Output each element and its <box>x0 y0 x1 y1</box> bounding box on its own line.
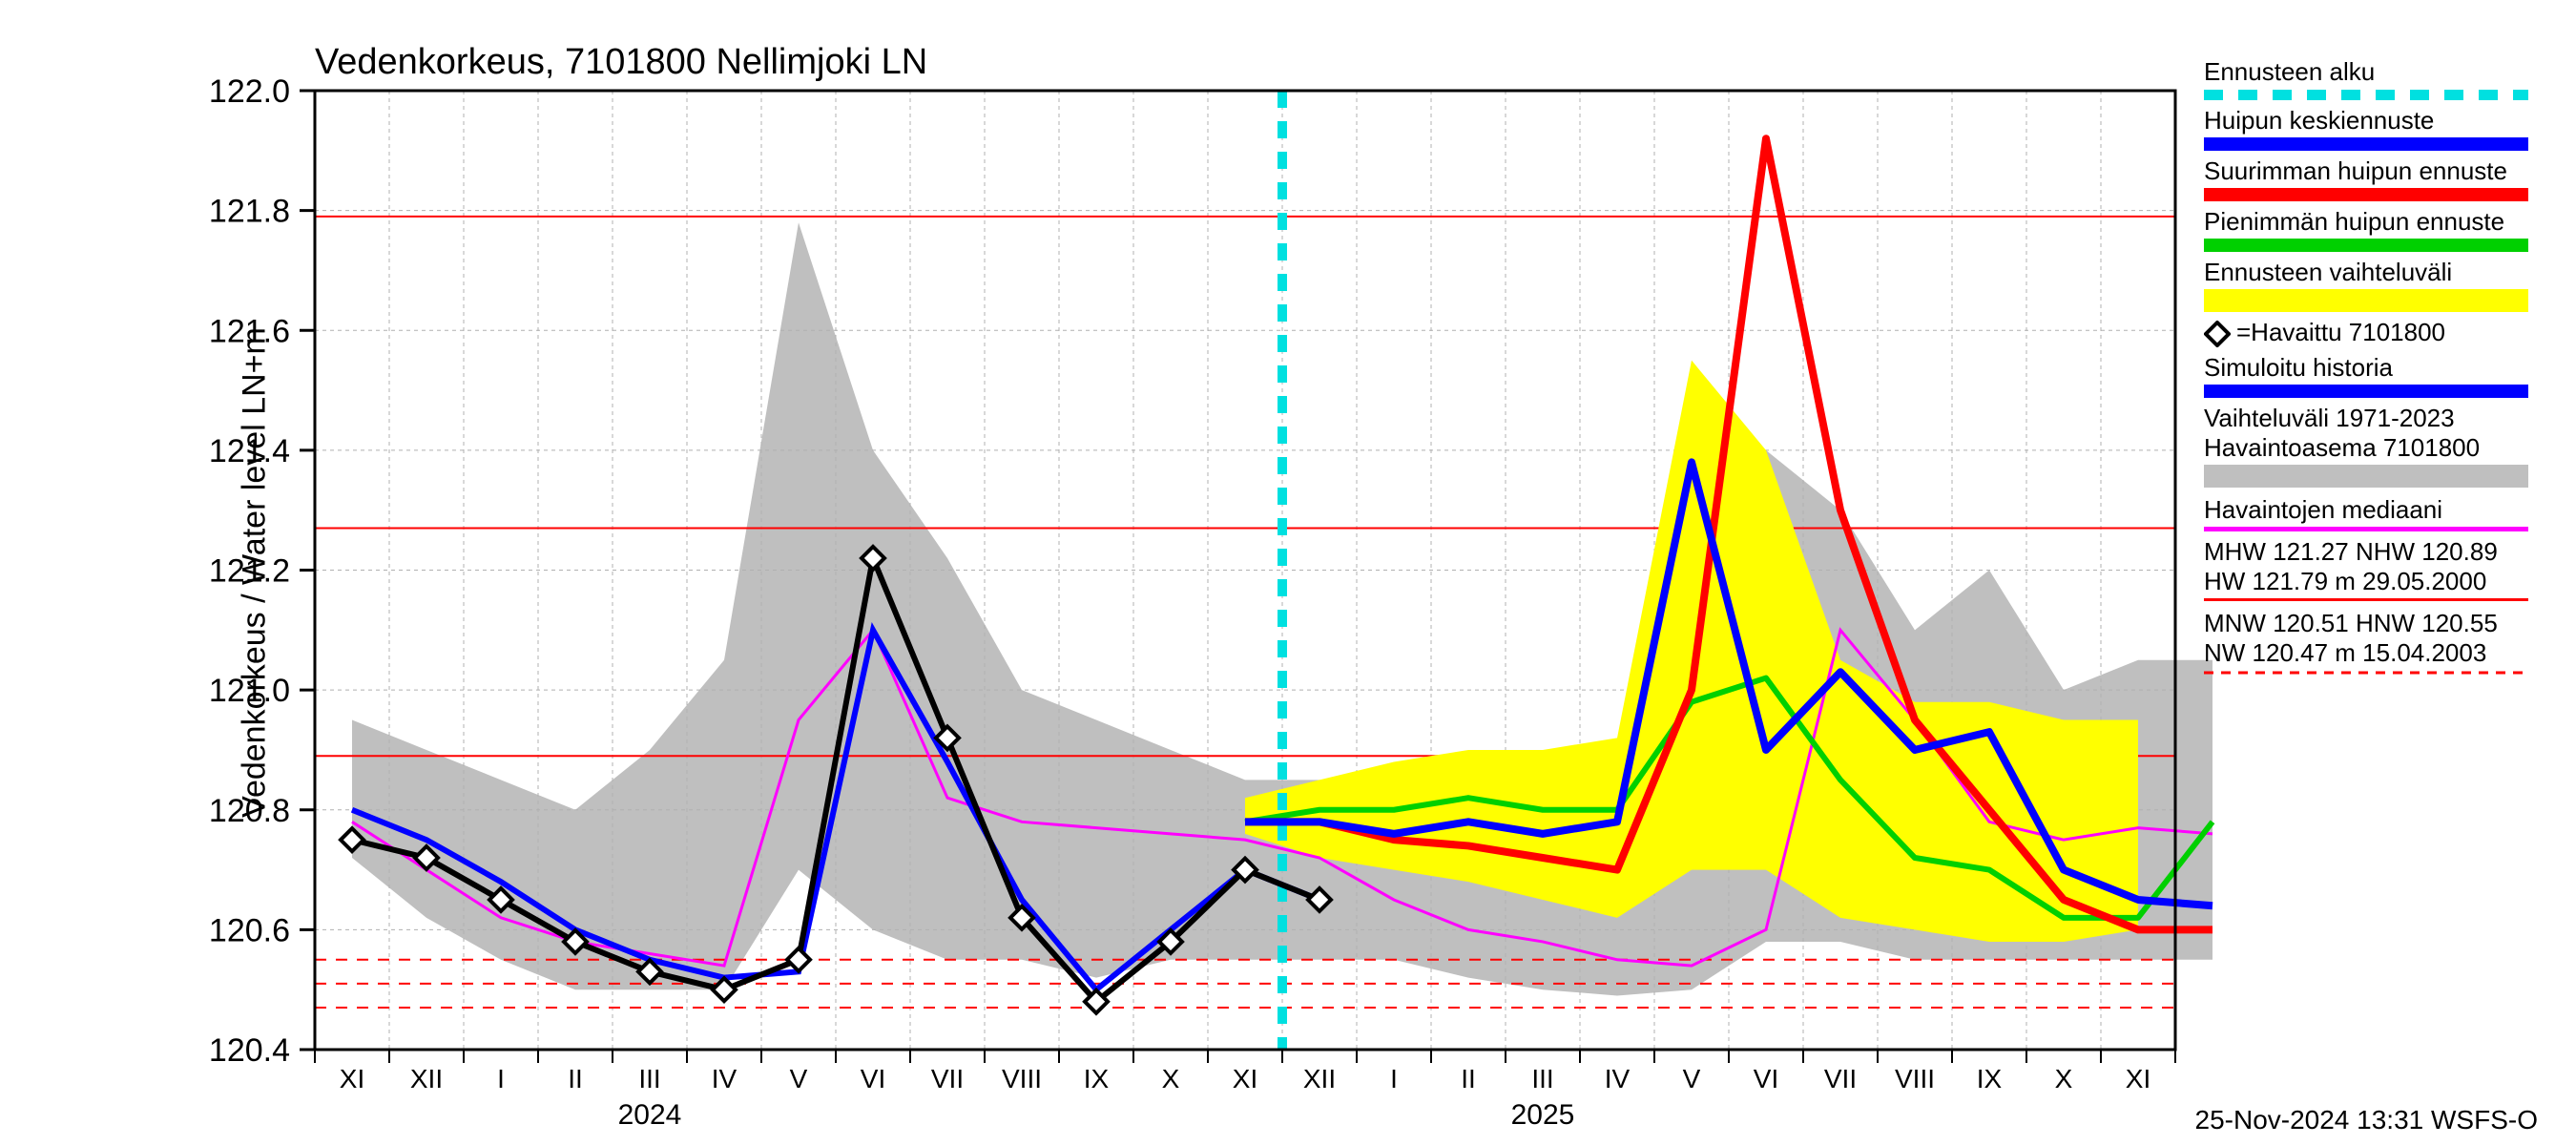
legend-label: Suurimman huipun ennuste <box>2204 156 2557 186</box>
chart-svg: 120.4120.6120.8121.0121.2121.4121.6121.8… <box>0 0 2576 1145</box>
svg-text:II: II <box>568 1064 583 1093</box>
legend-swatch-ennusteen-alku <box>2204 89 2528 100</box>
legend-simuloitu: Simuloitu historia <box>2204 353 2557 398</box>
legend-suurin-huippu: Suurimman huipun ennuste <box>2204 156 2557 201</box>
legend-label: MNW 120.51 HNW 120.55 <box>2204 609 2557 638</box>
legend-label: NW 120.47 m 15.04.2003 <box>2204 638 2557 668</box>
svg-text:V: V <box>790 1064 808 1093</box>
legend-label: Ennusteen alku <box>2204 57 2557 87</box>
svg-text:X: X <box>2055 1064 2073 1093</box>
legend: Ennusteen alku Huipun keskiennuste Suuri… <box>2204 57 2557 689</box>
legend-swatch-refline-solid <box>2204 598 2528 601</box>
diamond-icon <box>2204 321 2231 347</box>
y-axis-label: Vedenkorkeus / Water level LN+m <box>236 327 273 818</box>
svg-text:2025: 2025 <box>1511 1099 1575 1131</box>
svg-text:XII: XII <box>1303 1064 1336 1093</box>
legend-ennusteen-vaihteluvali: Ennusteen vaihteluväli <box>2204 258 2557 312</box>
legend-stats-lo: MNW 120.51 HNW 120.55 NW 120.47 m 15.04.… <box>2204 609 2557 681</box>
svg-text:XI: XI <box>340 1064 364 1093</box>
legend-label: Vaihteluväli 1971-2023 <box>2204 404 2557 433</box>
legend-stats-hi: MHW 121.27 NHW 120.89 HW 121.79 m 29.05.… <box>2204 537 2557 601</box>
legend-label: =Havaittu 7101800 <box>2236 318 2445 346</box>
svg-text:VIII: VIII <box>1002 1064 1042 1093</box>
svg-text:IX: IX <box>1977 1064 2003 1093</box>
legend-label: Pienimmän huipun ennuste <box>2204 207 2557 237</box>
svg-text:120.4: 120.4 <box>209 1032 290 1069</box>
svg-text:III: III <box>638 1064 660 1093</box>
legend-swatch-refline-dashed <box>2204 670 2528 681</box>
svg-text:IV: IV <box>1605 1064 1631 1093</box>
legend-label: HW 121.79 m 29.05.2000 <box>2204 567 2557 596</box>
chart-frame: 120.4120.6120.8121.0121.2121.4121.6121.8… <box>0 0 2576 1145</box>
svg-text:VII: VII <box>931 1064 964 1093</box>
legend-swatch-red <box>2204 188 2528 201</box>
svg-text:XI: XI <box>2126 1064 2150 1093</box>
legend-huipun-keski: Huipun keskiennuste <box>2204 106 2557 151</box>
legend-swatch-yellow <box>2204 289 2528 312</box>
svg-text:VIII: VIII <box>1895 1064 1935 1093</box>
legend-label: MHW 121.27 NHW 120.89 <box>2204 537 2557 567</box>
svg-text:II: II <box>1461 1064 1476 1093</box>
svg-text:Vedenkorkeus, 7101800 Nellimjo: Vedenkorkeus, 7101800 Nellimjoki LN <box>315 42 927 82</box>
svg-text:IX: IX <box>1084 1064 1110 1093</box>
legend-swatch-gray <box>2204 465 2528 488</box>
svg-text:122.0: 122.0 <box>209 73 290 110</box>
legend-swatch-magenta <box>2204 527 2528 531</box>
svg-text:2024: 2024 <box>618 1099 682 1131</box>
svg-text:121.8: 121.8 <box>209 194 290 230</box>
legend-swatch-green <box>2204 239 2528 252</box>
svg-text:I: I <box>497 1064 505 1093</box>
svg-text:XII: XII <box>410 1064 443 1093</box>
svg-text:I: I <box>1390 1064 1398 1093</box>
legend-pienin-huippu: Pienimmän huipun ennuste <box>2204 207 2557 252</box>
svg-text:XI: XI <box>1233 1064 1257 1093</box>
legend-mediaani: Havaintojen mediaani <box>2204 495 2557 531</box>
svg-text:120.6: 120.6 <box>209 912 290 948</box>
legend-label: Ennusteen vaihteluväli <box>2204 258 2557 287</box>
legend-label: Simuloitu historia <box>2204 353 2557 383</box>
legend-label: Huipun keskiennuste <box>2204 106 2557 135</box>
legend-swatch-blue <box>2204 137 2528 151</box>
footer-timestamp: 25-Nov-2024 13:31 WSFS-O <box>2195 1105 2539 1135</box>
svg-text:X: X <box>1162 1064 1180 1093</box>
legend-swatch-blue2 <box>2204 385 2528 398</box>
svg-text:VI: VI <box>1754 1064 1778 1093</box>
legend-havaittu: =Havaittu 7101800 <box>2204 318 2557 347</box>
legend-vaihteluvali-hist: Vaihteluväli 1971-2023 Havaintoasema 710… <box>2204 404 2557 488</box>
legend-label: Havaintojen mediaani <box>2204 495 2557 525</box>
svg-text:VII: VII <box>1824 1064 1857 1093</box>
legend-label: Havaintoasema 7101800 <box>2204 433 2557 463</box>
legend-ennusteen-alku: Ennusteen alku <box>2204 57 2557 100</box>
svg-text:VI: VI <box>861 1064 885 1093</box>
svg-text:IV: IV <box>712 1064 737 1093</box>
svg-text:III: III <box>1531 1064 1553 1093</box>
svg-text:V: V <box>1683 1064 1701 1093</box>
